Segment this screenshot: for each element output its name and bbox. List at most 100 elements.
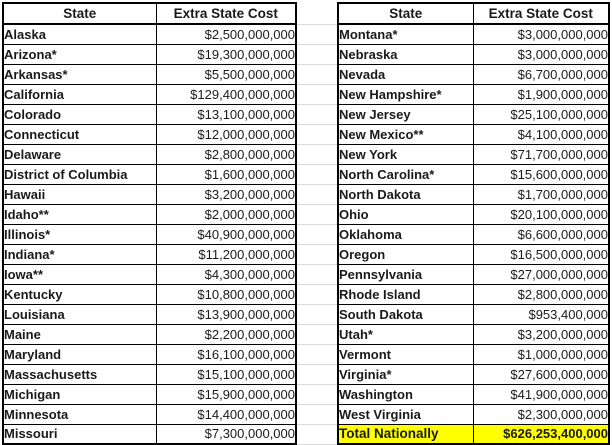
table-row: District of Columbia $1,600,000,000 (2, 163, 297, 185)
state-cell: Minnesota (2, 403, 157, 425)
cost-cell: $1,000,000,000 (472, 343, 610, 365)
table-row: Rhode Island $2,800,000,000 (337, 283, 610, 305)
state-cell: New Hampshire* (337, 83, 474, 105)
gridline-cell (297, 265, 337, 285)
state-cell: Montana* (337, 23, 474, 45)
state-column-header: State (337, 2, 474, 25)
state-cell: Massachusetts (2, 363, 157, 385)
gridline-cell (297, 2, 337, 25)
table-row: Arizona* $19,300,000,000 (2, 43, 297, 65)
state-cell: Idaho** (2, 203, 157, 225)
table-row: Washington $41,900,000,000 (337, 383, 610, 405)
cost-cell: $40,900,000,000 (155, 223, 297, 245)
gridline-cell (297, 65, 337, 85)
cost-cell: $6,700,000,000 (472, 63, 610, 85)
gridline-cell (297, 165, 337, 185)
cost-cell: $41,900,000,000 (472, 383, 610, 405)
cost-cell: $953,400,000 (472, 303, 610, 325)
gridline-cell (297, 205, 337, 225)
gridline-cell (297, 425, 337, 445)
gridline-cell (297, 225, 337, 245)
state-cell: West Virginia (337, 403, 474, 425)
total-label-cell: Total Nationally (337, 423, 474, 445)
gridline-cell (297, 245, 337, 265)
cost-cell: $5,500,000,000 (155, 63, 297, 85)
state-cell: Colorado (2, 103, 157, 125)
cost-cell: $1,900,000,000 (472, 83, 610, 105)
table-header-left: State Extra State Cost (2, 2, 297, 25)
state-cell: Arizona* (2, 43, 157, 65)
state-cell: New Jersey (337, 103, 474, 125)
cost-cell: $2,500,000,000 (155, 23, 297, 45)
state-cell: California (2, 83, 157, 105)
table-row: Maryland $16,100,000,000 (2, 343, 297, 365)
table-row: New Mexico** $4,100,000,000 (337, 123, 610, 145)
state-cell: Maine (2, 323, 157, 345)
state-cell: Iowa** (2, 263, 157, 285)
cost-cell: $13,900,000,000 (155, 303, 297, 325)
table-row: Connecticut $12,000,000,000 (2, 123, 297, 145)
table-row: Oklahoma $6,600,000,000 (337, 223, 610, 245)
cost-cell: $4,300,000,000 (155, 263, 297, 285)
table-row: California $129,400,000,000 (2, 83, 297, 105)
cost-cell: $6,600,000,000 (472, 223, 610, 245)
table-row: Massachusetts $15,100,000,000 (2, 363, 297, 385)
table-header-right: State Extra State Cost (337, 2, 610, 25)
cost-cell: $3,200,000,000 (155, 183, 297, 205)
state-cell: Utah* (337, 323, 474, 345)
table-row: Idaho** $2,000,000,000 (2, 203, 297, 225)
table-row: Nebraska $3,000,000,000 (337, 43, 610, 65)
state-cell: District of Columbia (2, 163, 157, 185)
cost-cell: $25,100,000,000 (472, 103, 610, 125)
state-cell: South Dakota (337, 303, 474, 325)
state-cell: Delaware (2, 143, 157, 165)
table-row: North Carolina* $15,600,000,000 (337, 163, 610, 185)
cost-cell: $1,600,000,000 (155, 163, 297, 185)
table-row: Colorado $13,100,000,000 (2, 103, 297, 125)
state-cell: Oklahoma (337, 223, 474, 245)
table-row: Virginia* $27,600,000,000 (337, 363, 610, 385)
cost-cell: $13,100,000,000 (155, 103, 297, 125)
header-row: State Extra State Cost (2, 2, 297, 25)
gridline-cell (297, 285, 337, 305)
gridline-cell (297, 125, 337, 145)
gridline-cell (297, 385, 337, 405)
state-cell: Arkansas* (2, 63, 157, 85)
gridline-cell (297, 85, 337, 105)
state-cell: Oregon (337, 243, 474, 265)
state-cell: Rhode Island (337, 283, 474, 305)
state-cell: Kentucky (2, 283, 157, 305)
state-cell: Vermont (337, 343, 474, 365)
gridline-cell (297, 405, 337, 425)
gridline-cell (297, 305, 337, 325)
table-row: Kentucky $10,800,000,000 (2, 283, 297, 305)
cost-cell: $11,200,000,000 (155, 243, 297, 265)
state-cell: Nevada (337, 63, 474, 85)
table-row: North Dakota $1,700,000,000 (337, 183, 610, 205)
state-cell: Louisiana (2, 303, 157, 325)
state-cell: North Carolina* (337, 163, 474, 185)
state-column-header: State (2, 2, 157, 25)
state-cell: Indiana* (2, 243, 157, 265)
table-row: South Dakota $953,400,000 (337, 303, 610, 325)
table-row: Illinois* $40,900,000,000 (2, 223, 297, 245)
cost-cell: $3,000,000,000 (472, 23, 610, 45)
cost-cell: $2,800,000,000 (472, 283, 610, 305)
table-row: Utah* $3,200,000,000 (337, 323, 610, 345)
table-row: Iowa** $4,300,000,000 (2, 263, 297, 285)
gridline-cell (297, 45, 337, 65)
total-row: Total Nationally $626,253,400,000 (337, 423, 610, 445)
cost-cell: $1,700,000,000 (472, 183, 610, 205)
state-cell: Virginia* (337, 363, 474, 385)
table-row: Pennsylvania $27,000,000,000 (337, 263, 610, 285)
cost-cell: $2,000,000,000 (155, 203, 297, 225)
table-row: Montana* $3,000,000,000 (337, 23, 610, 45)
state-cell: North Dakota (337, 183, 474, 205)
state-cell: Nebraska (337, 43, 474, 65)
gridline-cell (297, 365, 337, 385)
state-cell: Alaska (2, 23, 157, 45)
cost-cell: $15,900,000,000 (155, 383, 297, 405)
table-row: Louisiana $13,900,000,000 (2, 303, 297, 325)
table-row: New Hampshire* $1,900,000,000 (337, 83, 610, 105)
